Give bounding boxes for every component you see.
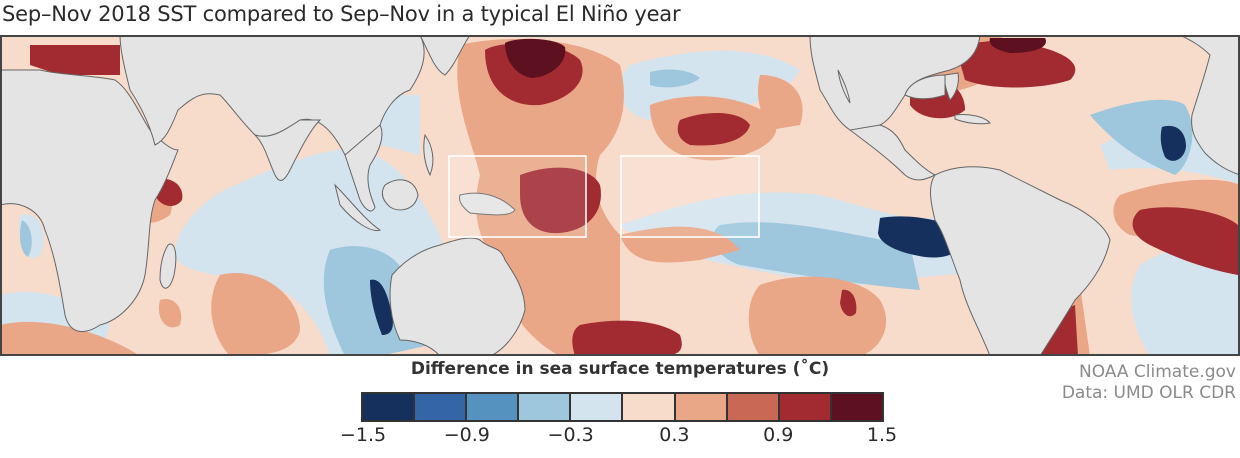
map-frame xyxy=(0,35,1240,356)
land-south-america xyxy=(930,166,1111,355)
anomaly-very-strong-warm xyxy=(505,38,1046,78)
colorbar-tick-label: 0.3 xyxy=(659,424,690,446)
land-sumatra xyxy=(334,183,382,232)
colorbar-swatch xyxy=(467,394,518,420)
colorbar xyxy=(361,392,884,422)
land-borneo xyxy=(381,179,419,211)
land-west-africa xyxy=(1180,36,1239,176)
land-japan xyxy=(419,36,470,76)
nino-region-box-east xyxy=(620,155,760,238)
land-africa xyxy=(1,69,179,333)
colorbar-swatch xyxy=(831,394,882,420)
land-australia xyxy=(389,237,526,355)
land-cuba xyxy=(954,114,991,125)
sst-anomaly-map xyxy=(0,35,1240,356)
colorbar-swatch xyxy=(779,394,830,420)
colorbar-swatch xyxy=(727,394,778,420)
land-new-guinea xyxy=(459,192,516,216)
credit-source: NOAA Climate.gov xyxy=(1078,362,1236,382)
land-gulf xyxy=(904,74,946,100)
colorbar-swatch xyxy=(623,394,674,420)
colorbar-tick-label: −0.3 xyxy=(547,424,594,446)
land-baja xyxy=(837,69,851,104)
colorbar-tick-label: 1.5 xyxy=(866,424,898,446)
land-philippines xyxy=(423,133,434,177)
colorbar-tick-label: −1.5 xyxy=(339,424,387,446)
colorbar-tick-label: −0.9 xyxy=(443,424,490,446)
land xyxy=(1,36,1239,355)
credit-data: Data: UMD OLR CDR xyxy=(1061,383,1236,403)
colorbar-swatch xyxy=(675,394,726,420)
land-madagascar xyxy=(159,243,177,289)
colorbar-swatch xyxy=(415,394,466,420)
colorbar-swatch xyxy=(571,394,622,420)
nino-region-box-west xyxy=(448,155,587,238)
legend-title: Difference in sea surface temperatures (… xyxy=(410,359,830,379)
colorbar-tick-label: 0.9 xyxy=(763,424,794,446)
map-title: Sep–Nov 2018 SST compared to Sep–Nov in … xyxy=(2,2,681,26)
colorbar-swatch xyxy=(363,394,414,420)
colorbar-swatch xyxy=(519,394,570,420)
land-india xyxy=(254,119,322,181)
land-se-asia xyxy=(344,124,383,212)
